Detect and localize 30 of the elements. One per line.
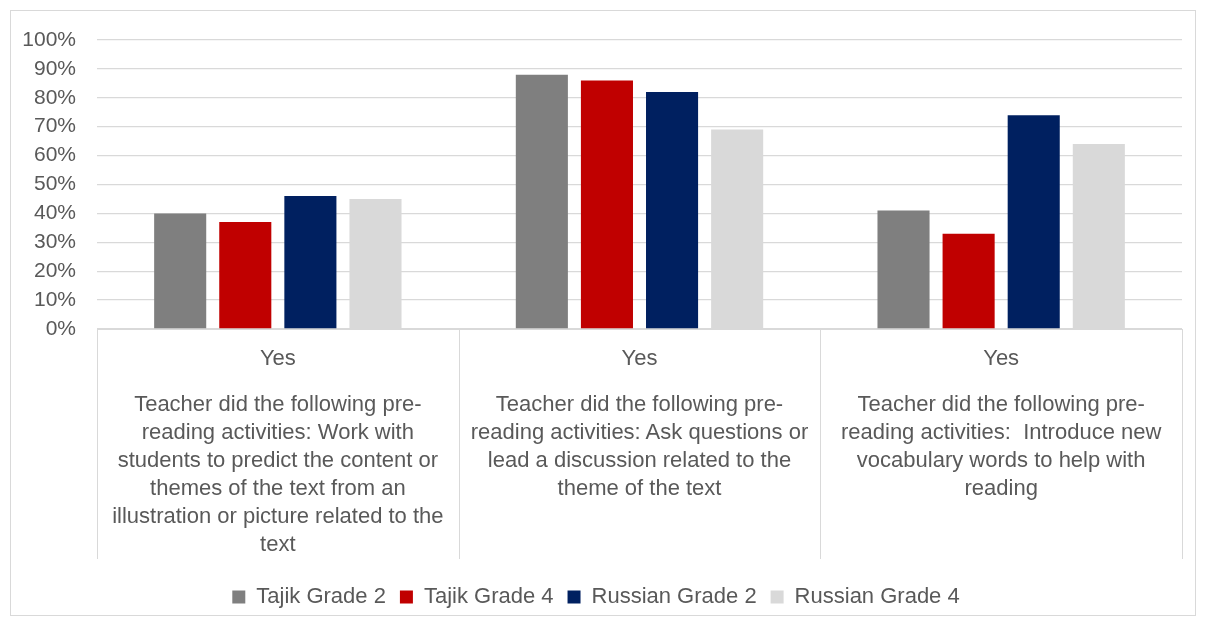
bar (877, 210, 930, 329)
bar (942, 233, 995, 329)
y-tick-label: 100% (22, 26, 76, 50)
bar (219, 222, 272, 329)
y-tick-label: 20% (33, 258, 76, 281)
y-tick-label: 30% (33, 229, 76, 253)
legend-label: Russian Grade 4 (794, 583, 960, 609)
y-tick-label: 70% (33, 113, 76, 137)
legend-label: Tajik Grade 2 (256, 583, 386, 609)
bar (284, 196, 337, 329)
y-tick-label: 90% (33, 55, 76, 79)
legend-label: Russian Grade 2 (591, 583, 757, 609)
y-tick-label: 80% (33, 84, 76, 108)
y-tick-label: 60% (33, 142, 76, 166)
bar (515, 74, 568, 329)
y-tick-label: 40% (33, 200, 76, 224)
bar (154, 213, 207, 329)
y-tick-label: 50% (33, 171, 76, 195)
x-tick-label: Teacher did the following pre-reading activities: Work with students to predict the content or themes of the text from an illustration or picture related to the text (112, 391, 444, 557)
text: Yes (983, 345, 1020, 371)
bar (646, 92, 699, 329)
text: Yes (621, 345, 658, 371)
x-tick-label: Teacher did the following pre-reading activities: Introduce new vocabulary words to help with reading (840, 391, 1162, 501)
text: Yes (259, 345, 296, 371)
x-tick-label: Teacher did the following pre-reading activities: Ask questions or lead a discussion related to the theme of the text (470, 391, 809, 501)
bar (1007, 115, 1060, 329)
bar (580, 80, 633, 329)
legend-label: Tajik Grade 4 (423, 583, 554, 609)
y-tick-label: 10% (33, 286, 76, 310)
y-tick-label: 0% (45, 315, 76, 339)
